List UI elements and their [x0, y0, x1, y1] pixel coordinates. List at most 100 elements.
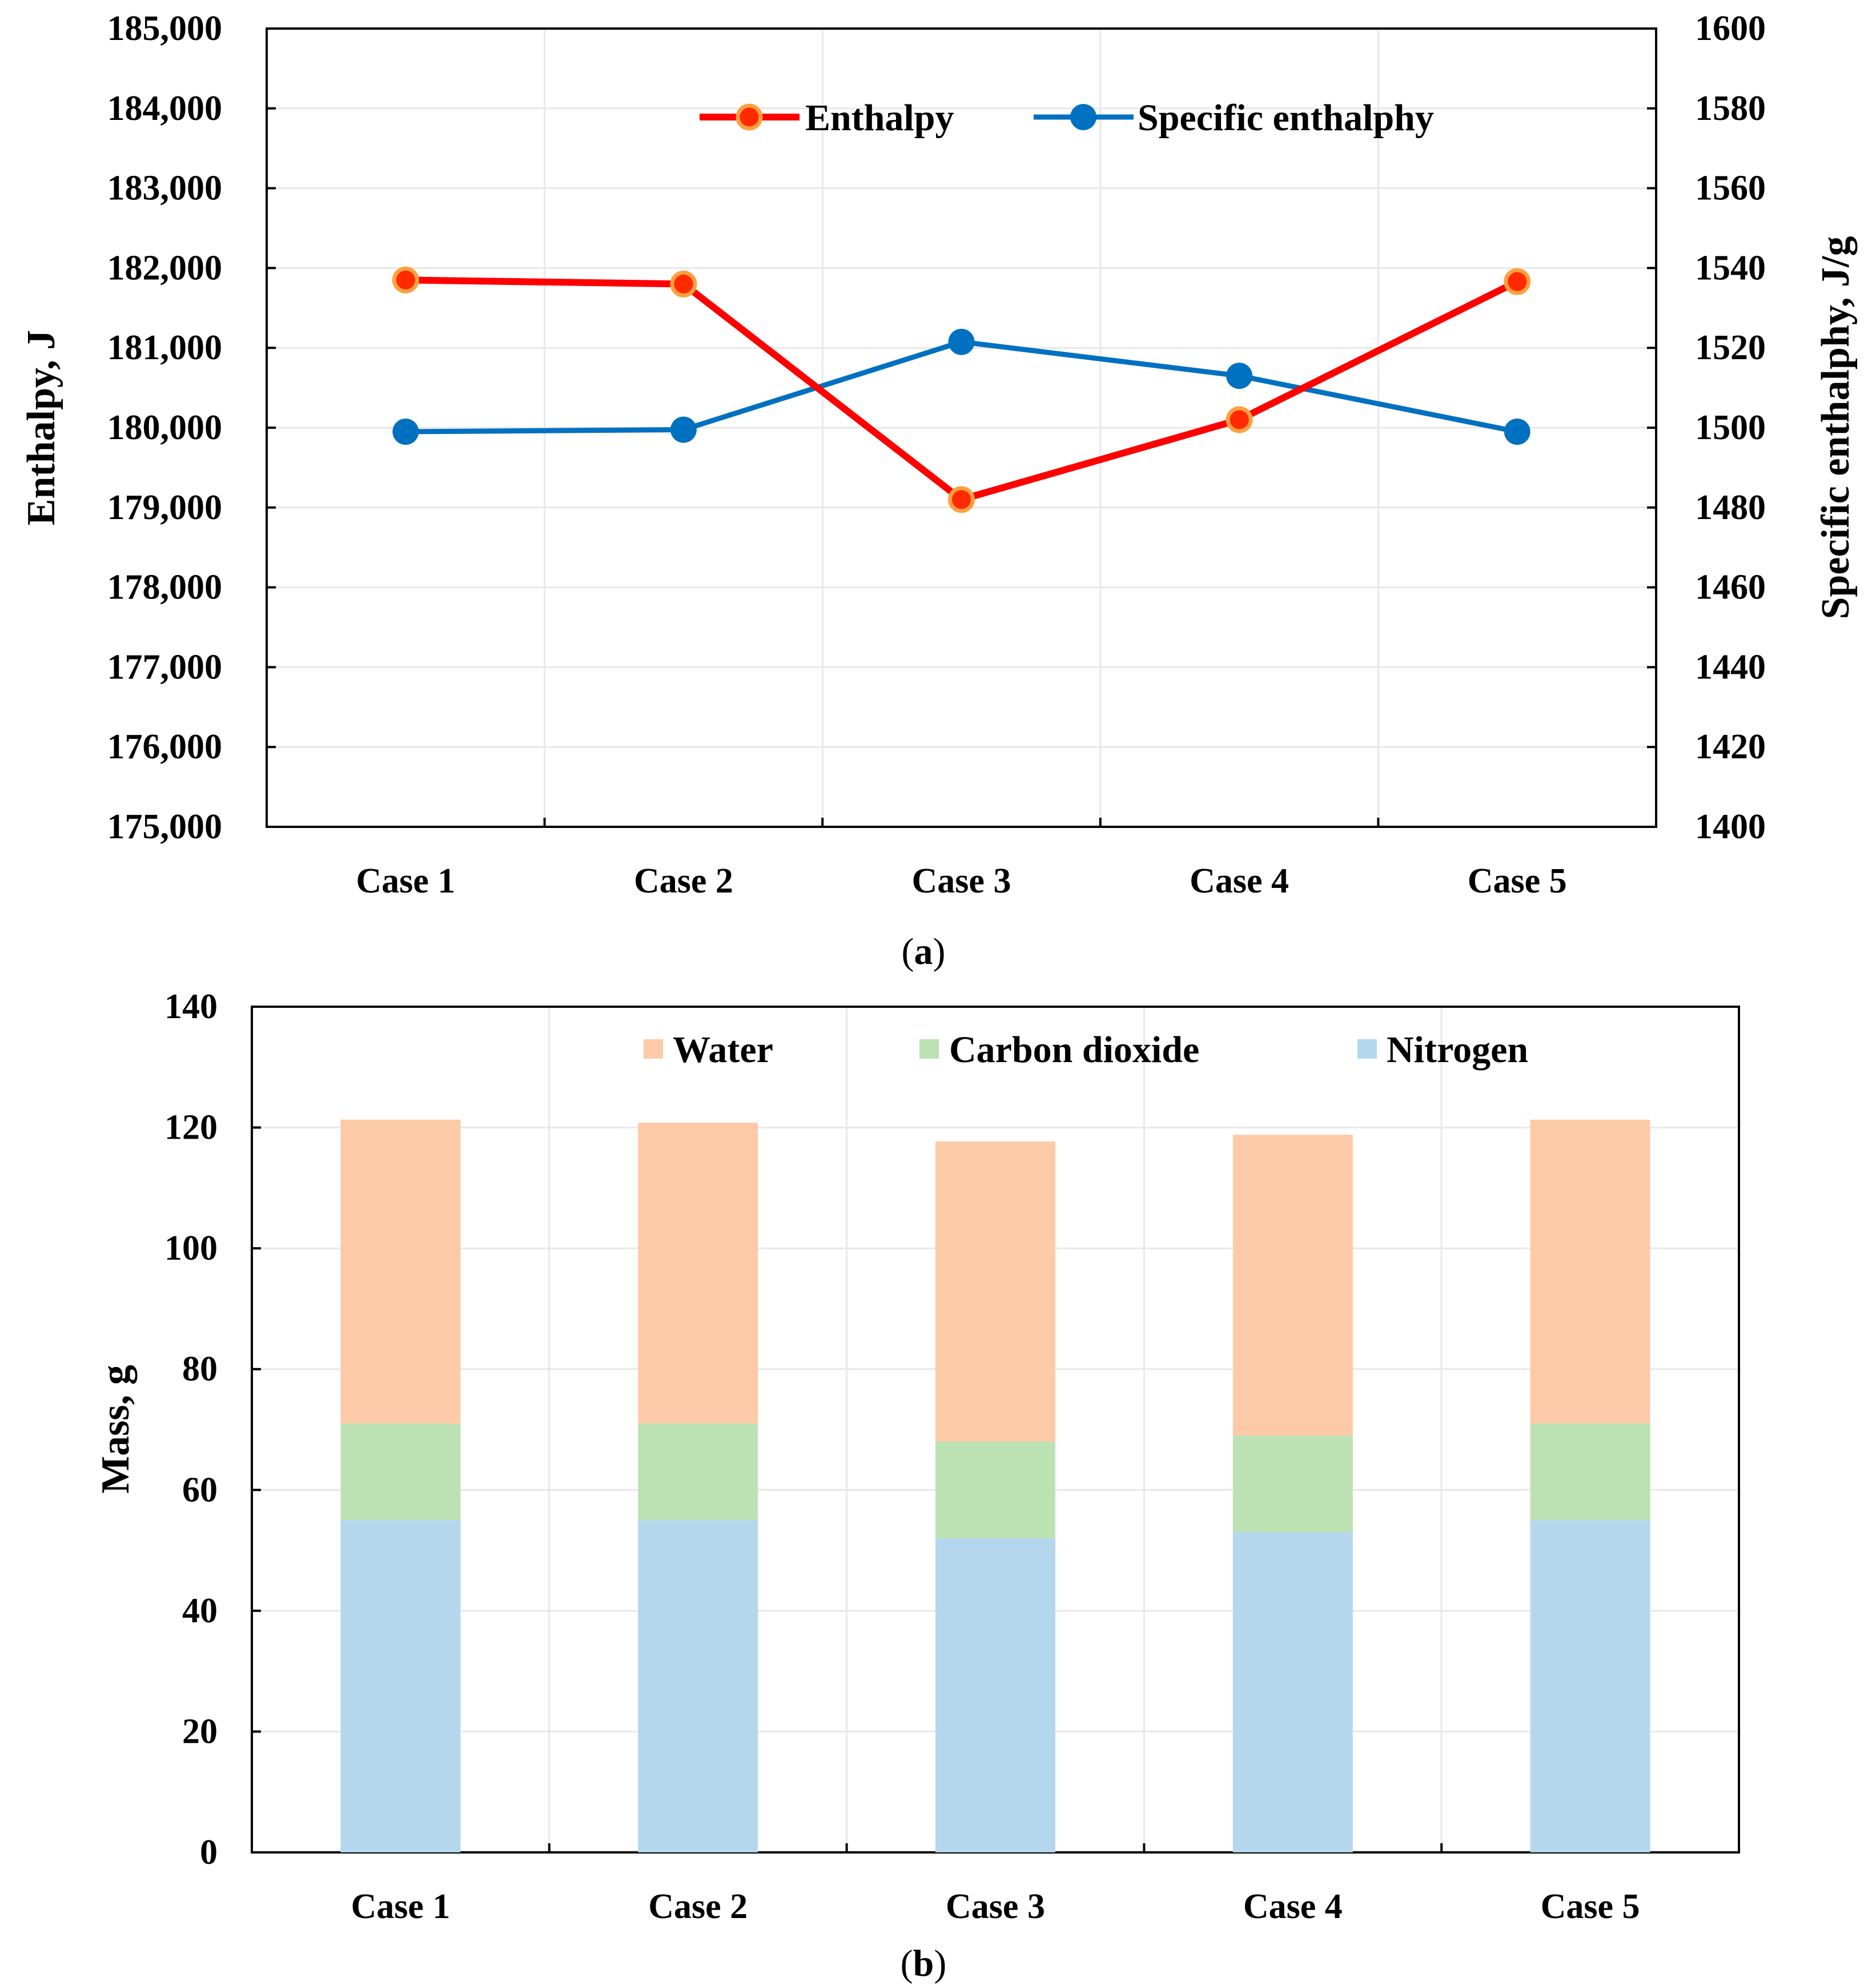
series-specific-enthalphy-point — [1226, 363, 1253, 389]
bar-carbon-dioxide-case-1 — [340, 1423, 461, 1521]
chart-a-left-axis-label: Enthalpy, J — [19, 330, 63, 525]
series-specific-enthalphy-point — [948, 328, 975, 355]
chart-b-x-label: Case 3 — [946, 1887, 1045, 1926]
chart-a-right-ticks: 1400 1420 1440 1460 1480 1500 1520 1540 1560 1580… — [1647, 9, 1766, 846]
caption-b-close-paren: ) — [934, 1943, 946, 1984]
chart-b-bars — [340, 1119, 1650, 1852]
chart-a-right-tick-label: 1600 — [1695, 9, 1766, 48]
legend-nitrogen-swatch — [1357, 1039, 1377, 1059]
chart-a-left-tick-label: 179,000 — [107, 488, 223, 527]
bar-water-case-1 — [340, 1119, 461, 1424]
series-enthalpy-line — [405, 276, 1519, 503]
chart-a-series — [392, 266, 1531, 513]
chart-b-y-tick-label: 20 — [182, 1712, 218, 1751]
chart-a-left-tick-label: 181,000 — [107, 328, 223, 367]
chart-b-x-labels: Case 1 Case 2 Case 3 Case 4 Case 5 — [351, 1887, 1640, 1926]
chart-b-legend: Water Carbon dioxide Nitrogen — [644, 1029, 1528, 1071]
chart-a-left-tick-label: 185,000 — [107, 9, 223, 48]
legend-carbon-dioxide-swatch — [919, 1039, 939, 1059]
chart-a-left-tick-label: 180,000 — [107, 408, 223, 447]
legend-water-swatch — [644, 1039, 663, 1059]
bar-water-case-2 — [638, 1123, 758, 1424]
bar-carbon-dioxide-case-2 — [638, 1423, 758, 1521]
legend-nitrogen-label: Nitrogen — [1387, 1029, 1528, 1071]
series-enthalpy-point — [670, 270, 697, 298]
bar-nitrogen-case-2 — [638, 1520, 758, 1852]
chart-a-x-label: Case 1 — [356, 862, 455, 900]
chart-b-y-tick-label: 140 — [164, 987, 218, 1026]
chart-a-right-tick-label: 1440 — [1695, 648, 1766, 686]
chart-a-x-label: Case 5 — [1468, 862, 1567, 900]
chart-a-left-tick-label: 183,000 — [107, 169, 223, 208]
chart-a-x-label: Case 3 — [912, 862, 1011, 900]
series-specific-enthalphy-line — [405, 339, 1518, 435]
chart-a-left-tick-label: 184,000 — [107, 89, 223, 128]
caption-a-letter: a — [914, 931, 933, 972]
chart-a-left-tick-label: 175,000 — [107, 807, 223, 846]
enthalpy-line-chart: 175,000 176,000 177,000 178,000 179,000 180,0… — [19, 9, 1858, 972]
chart-a-left-ticks: 175,000 176,000 177,000 178,000 179,000 180,0… — [107, 9, 276, 846]
chart-a-x-label: Case 2 — [634, 862, 733, 900]
caption-a-open-paren: ( — [902, 931, 914, 972]
chart-a-right-axis-label: Specific enthalphy, J/g — [1814, 236, 1858, 620]
series-enthalpy-point — [1504, 268, 1531, 295]
legend-enthalpy-label: Enthalpy — [805, 97, 954, 139]
bar-carbon-dioxide-case-4 — [1232, 1436, 1353, 1533]
legend-specific-enthalphy-label: Specific enthalphy — [1138, 97, 1434, 139]
chart-b-y-axis-label: Mass, g — [94, 1365, 138, 1494]
series-enthalpy-point — [392, 266, 419, 294]
chart-a-legend: Enthalpy Specific enthalphy — [700, 97, 1434, 139]
chart-b-y-tick-label: 120 — [164, 1108, 218, 1147]
legend-water-label: Water — [673, 1029, 773, 1071]
bar-carbon-dioxide-case-5 — [1530, 1423, 1650, 1521]
bar-nitrogen-case-3 — [935, 1538, 1055, 1852]
chart-a-left-tick-label: 178,000 — [107, 568, 223, 607]
chart-a-right-tick-label: 1420 — [1695, 727, 1766, 766]
chart-b-y-ticks: 0 20 40 60 80 100 120 140 — [164, 987, 261, 1872]
caption-a-close-paren: ) — [933, 931, 946, 972]
chart-a-x-tick-marks — [543, 818, 1380, 827]
chart-b-caption: (b) — [901, 1943, 947, 1984]
chart-a-right-tick-label: 1480 — [1695, 488, 1766, 527]
chart-a-left-tick-label: 182,000 — [107, 248, 223, 287]
bar-water-case-3 — [935, 1141, 1055, 1442]
chart-b-x-label: Case 4 — [1243, 1887, 1343, 1926]
chart-b-x-label: Case 5 — [1541, 1887, 1640, 1926]
chart-a-caption: (a) — [902, 931, 946, 972]
chart-a-left-tick-label: 176,000 — [107, 727, 223, 766]
chart-b-y-tick-label: 0 — [200, 1833, 218, 1872]
bar-nitrogen-case-5 — [1530, 1520, 1650, 1852]
chart-a-x-labels: Case 1 Case 2 Case 3 Case 4 Case 5 — [356, 862, 1566, 900]
bar-water-case-4 — [1232, 1135, 1353, 1436]
chart-a-right-tick-label: 1400 — [1695, 807, 1766, 846]
series-enthalpy-point — [1226, 406, 1253, 433]
chart-a-right-tick-label: 1540 — [1695, 248, 1766, 287]
chart-b-y-tick-label: 40 — [182, 1591, 218, 1630]
chart-b-y-tick-label: 100 — [164, 1229, 218, 1268]
chart-a-right-tick-label: 1520 — [1695, 328, 1766, 367]
chart-a-left-tick-label: 177,000 — [107, 648, 223, 686]
chart-a-right-tick-label: 1500 — [1695, 408, 1766, 447]
chart-b-x-label: Case 1 — [351, 1887, 450, 1926]
bar-water-case-5 — [1530, 1119, 1650, 1424]
bar-nitrogen-case-4 — [1232, 1532, 1353, 1852]
bar-nitrogen-case-1 — [340, 1520, 461, 1852]
chart-b-y-tick-label: 80 — [182, 1350, 218, 1389]
chart-a-gridlines — [267, 29, 1656, 827]
bar-carbon-dioxide-case-3 — [935, 1441, 1055, 1538]
caption-b-open-paren: ( — [901, 1943, 913, 1984]
legend-carbon-dioxide-label: Carbon dioxide — [949, 1029, 1199, 1071]
caption-b-letter: b — [913, 1943, 934, 1984]
series-enthalpy-point — [948, 486, 975, 513]
legend-enthalpy-marker — [736, 103, 763, 131]
chart-a-x-label: Case 4 — [1190, 862, 1289, 900]
chart-a-right-tick-label: 1560 — [1695, 169, 1766, 208]
chart-a-right-tick-label: 1580 — [1695, 89, 1766, 128]
series-specific-enthalphy-point — [392, 418, 419, 445]
chart-b-x-tick-marks — [548, 1843, 1443, 1852]
chart-a-right-tick-label: 1460 — [1695, 568, 1766, 607]
series-specific-enthalphy-point — [1504, 418, 1530, 445]
legend-specific-enthalphy-marker — [1070, 104, 1096, 130]
